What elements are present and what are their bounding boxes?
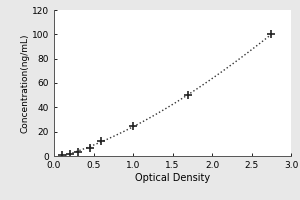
Y-axis label: Concentration(ng/mL): Concentration(ng/mL): [20, 33, 29, 133]
X-axis label: Optical Density: Optical Density: [135, 173, 210, 183]
